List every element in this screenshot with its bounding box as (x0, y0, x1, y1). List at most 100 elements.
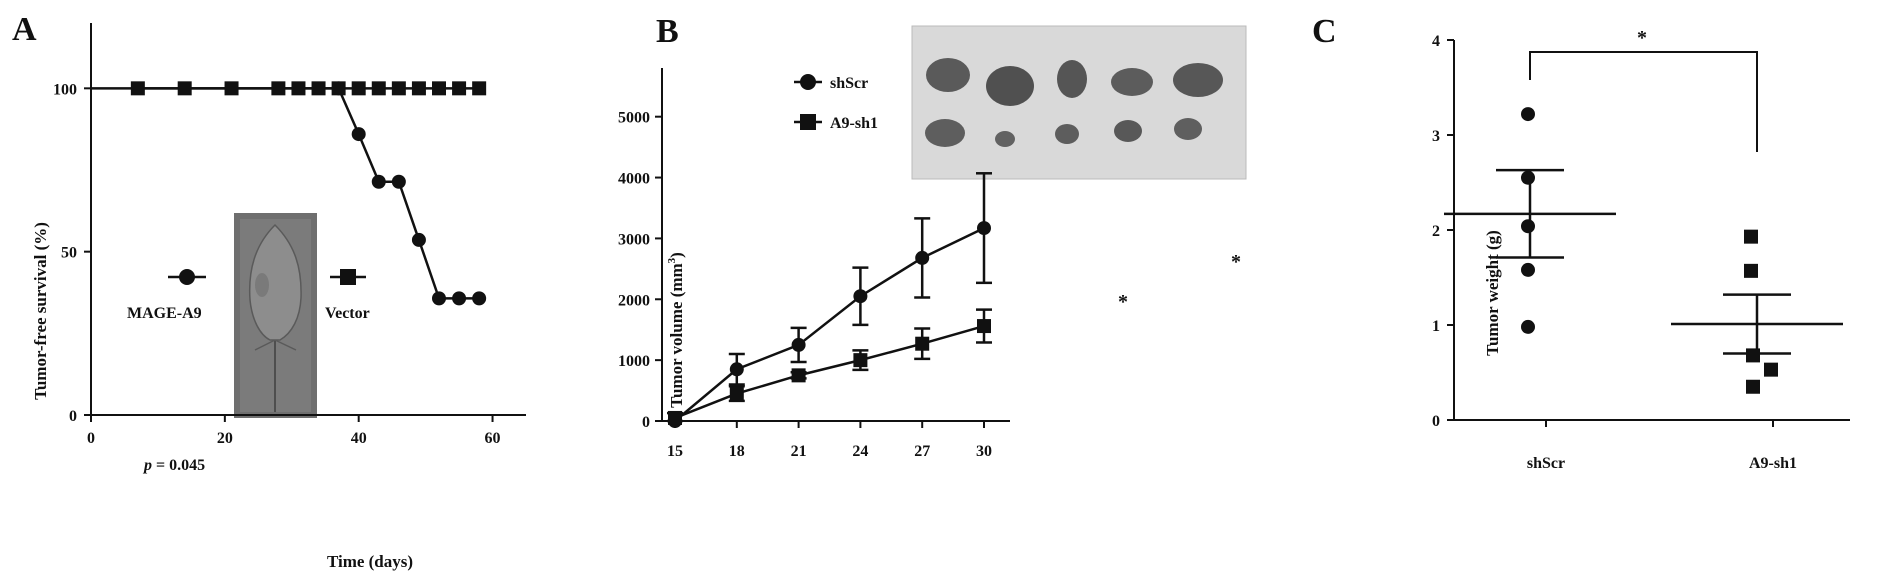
series-line-b-a9-sh1 (674, 324, 985, 420)
y-tick-label-b-1000: 1000 (618, 353, 650, 370)
inset-photo-tumors (911, 25, 1247, 180)
panel-label-a: A (12, 11, 37, 48)
legend-b: shScr A9-sh1 (794, 74, 878, 132)
legend-label-mage-a9: MAGE-A9 (127, 305, 202, 322)
y-tick-label-b-2000: 2000 (618, 292, 650, 309)
data-point-b-shscr (915, 250, 930, 265)
x-tick-label-a-0: 0 (87, 430, 95, 447)
series-line-b-shscr (674, 226, 985, 422)
panel-c-chart: C 0 1 2 3 4 shScr A9-sh1 * Tumor weight (g) (1312, 13, 1850, 472)
inset-photo-lung (234, 213, 317, 418)
data-point-b-a9-sh1 (668, 410, 682, 425)
data-point-a-vector (452, 81, 467, 96)
legend-label-vector: Vector (325, 305, 370, 322)
x-axis-title-a: Time (days) (327, 552, 413, 571)
data-point-c-shscr (1521, 107, 1535, 122)
p-value: = 0.045 (152, 457, 205, 474)
data-point-a-vector (224, 81, 239, 96)
data-point-a-mage-a9 (351, 127, 366, 142)
legend-label-shscr: shScr (830, 75, 868, 92)
significance-star-day30: * (1231, 251, 1241, 273)
data-point-a-vector (391, 81, 406, 96)
y-tick-label-b-5000: 5000 (618, 110, 650, 127)
y-axis-title-b-end: ) (667, 252, 686, 258)
x-tick-label-b-24: 24 (852, 443, 868, 460)
panel-label-c: C (1312, 13, 1337, 50)
data-point-c-shscr (1521, 219, 1535, 234)
data-point-a-vector (351, 81, 366, 96)
legend-label-a9-sh1: A9-sh1 (830, 115, 878, 132)
x-tick-label-a-40: 40 (351, 430, 367, 447)
panel-label-b: B (656, 13, 679, 50)
y-tick-label-a-0: 0 (69, 408, 77, 425)
y-tick-label-b-3000: 3000 (618, 231, 650, 248)
x-tick-label-b-18: 18 (729, 443, 745, 460)
y-axis-title-a: Tumor-free survival (%) (31, 222, 50, 400)
data-point-a-vector (311, 81, 326, 96)
y-tick-label-c-4: 4 (1432, 33, 1440, 50)
legend-a: MAGE-A9 Vector (127, 269, 370, 322)
panel-a-chart: A 0 20 40 60 0 50 100 MAGE-A9 Vector p = 0.045… (12, 11, 526, 571)
data-point-c-a9-sh1 (1744, 229, 1758, 244)
y-tick-label-a-100: 100 (53, 81, 77, 98)
data-point-a-mage-a9 (411, 232, 426, 247)
data-point-c-shscr (1521, 262, 1535, 277)
data-point-a-mage-a9 (371, 174, 386, 189)
data-point-a-vector (472, 81, 487, 96)
y-tick-label-c-1: 1 (1432, 318, 1440, 335)
y-axis-title-b-main: Tumor volume (mm (667, 263, 686, 408)
data-point-b-shscr (977, 221, 991, 236)
x-tick-label-c-a9-sh1: A9-sh1 (1749, 455, 1797, 472)
x-tick-label-b-15: 15 (667, 443, 683, 460)
data-point-a-vector (271, 81, 286, 96)
x-tick-label-a-60: 60 (485, 430, 501, 447)
significance-bracket (1529, 51, 1758, 152)
y-tick-label-a-50: 50 (61, 245, 77, 262)
data-point-b-a9-sh1 (729, 386, 744, 401)
y-tick-label-c-3: 3 (1432, 128, 1440, 145)
significance-star-day27: * (1118, 291, 1128, 313)
y-tick-label-b-0: 0 (642, 414, 650, 431)
x-tick-label-a-20: 20 (217, 430, 233, 447)
legend-marker-vector (330, 269, 366, 285)
x-tick-label-b-30: 30 (976, 443, 992, 460)
p-value-annotation: p = 0.045 (142, 457, 205, 474)
data-point-b-shscr (853, 289, 868, 304)
data-point-b-a9-sh1 (853, 353, 868, 368)
x-tick-label-b-27: 27 (914, 443, 930, 460)
y-axis-title-b-sup: 3 (666, 257, 678, 263)
y-tick-label-c-2: 2 (1432, 223, 1440, 240)
p-symbol: p (142, 457, 152, 474)
legend-marker-a9-sh1 (794, 114, 822, 130)
data-point-b-shscr (791, 337, 806, 352)
data-point-b-a9-sh1 (915, 336, 930, 351)
data-point-a-vector (432, 81, 446, 96)
data-point-a-mage-a9 (432, 291, 446, 306)
data-point-a-vector (291, 81, 306, 96)
data-point-c-shscr (1521, 170, 1535, 185)
data-point-c-a9-sh1 (1746, 348, 1760, 363)
data-point-a-vector (371, 81, 386, 96)
data-point-a-mage-a9 (452, 291, 467, 306)
data-point-a-mage-a9 (472, 291, 487, 306)
data-point-c-shscr (1521, 319, 1535, 334)
data-point-a-vector (411, 81, 426, 96)
data-point-b-a9-sh1 (977, 319, 991, 334)
y-tick-label-b-4000: 4000 (618, 171, 650, 188)
significance-star-c: * (1637, 27, 1647, 49)
y-axis-title-c: Tumor weight (g) (1483, 230, 1502, 356)
y-axis-title-b: Tumor volume (mm3) (666, 252, 686, 408)
y-tick-label-c-0: 0 (1432, 413, 1440, 430)
data-point-a-vector (130, 81, 145, 96)
data-point-c-a9-sh1 (1746, 379, 1760, 394)
data-point-b-shscr (729, 362, 744, 377)
panel-b-chart: B 15 18 21 24 27 30 0 1000 2000 3000 4000 5000 shSc… (618, 13, 1247, 460)
legend-marker-shscr (794, 74, 822, 90)
data-point-c-a9-sh1 (1764, 362, 1778, 377)
data-point-a-vector (331, 81, 346, 96)
data-point-a-mage-a9 (391, 174, 406, 189)
legend-marker-mage-a9 (168, 269, 206, 285)
data-point-b-a9-sh1 (791, 368, 806, 383)
x-tick-label-b-21: 21 (791, 443, 807, 460)
x-tick-label-c-shscr: shScr (1527, 455, 1565, 472)
